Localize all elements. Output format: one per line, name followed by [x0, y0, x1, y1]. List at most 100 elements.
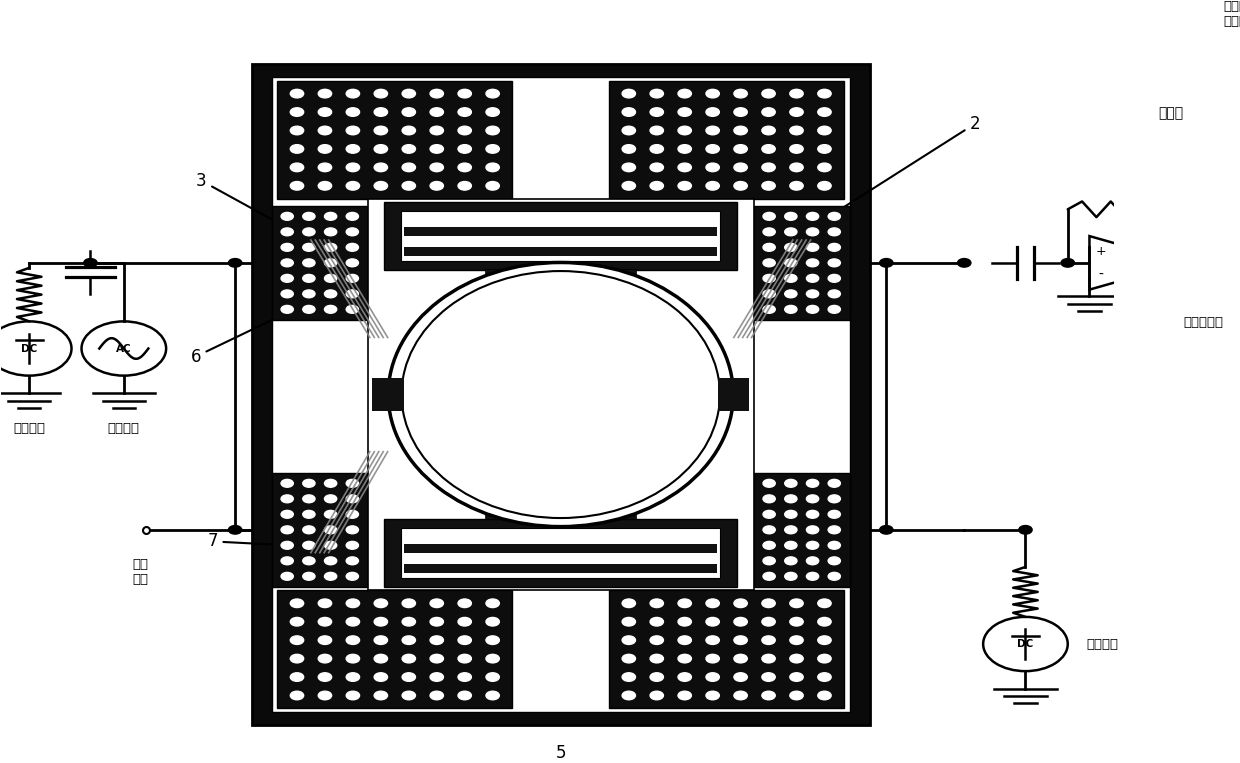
Circle shape [486, 599, 500, 607]
Circle shape [806, 243, 818, 251]
Text: DC: DC [1017, 639, 1034, 649]
Circle shape [806, 510, 818, 518]
Circle shape [325, 259, 337, 267]
Circle shape [346, 126, 360, 135]
Bar [754, 206, 849, 320]
Circle shape [678, 108, 692, 116]
Circle shape [785, 557, 797, 565]
Circle shape [785, 495, 797, 503]
Text: 7: 7 [207, 533, 317, 550]
Circle shape [734, 655, 748, 663]
Circle shape [303, 275, 315, 282]
Circle shape [790, 145, 804, 153]
Circle shape [281, 290, 294, 298]
Circle shape [761, 89, 775, 98]
Circle shape [818, 163, 831, 172]
Circle shape [734, 691, 748, 700]
Bar [367, 198, 754, 591]
Bar [486, 478, 636, 519]
Circle shape [650, 599, 663, 607]
Circle shape [650, 182, 663, 190]
Circle shape [706, 655, 719, 663]
Circle shape [806, 228, 818, 236]
Circle shape [763, 243, 775, 251]
Circle shape [290, 163, 304, 172]
Circle shape [319, 163, 331, 172]
Circle shape [785, 275, 797, 282]
Circle shape [290, 617, 304, 626]
Circle shape [706, 126, 719, 135]
Text: 6: 6 [191, 298, 317, 365]
Circle shape [879, 259, 893, 267]
Circle shape [818, 145, 831, 153]
Circle shape [828, 557, 841, 565]
Circle shape [290, 89, 304, 98]
Circle shape [818, 655, 831, 663]
Circle shape [650, 89, 663, 98]
Circle shape [486, 163, 500, 172]
Circle shape [346, 212, 358, 221]
Circle shape [706, 182, 719, 190]
Circle shape [374, 145, 388, 153]
Circle shape [281, 495, 294, 503]
Circle shape [650, 655, 663, 663]
Circle shape [790, 89, 804, 98]
Circle shape [678, 182, 692, 190]
Circle shape [346, 636, 360, 645]
Circle shape [325, 290, 337, 298]
Circle shape [790, 126, 804, 135]
Bar [401, 529, 720, 578]
Circle shape [818, 126, 831, 135]
Circle shape [374, 89, 388, 98]
Bar [1194, 84, 1240, 142]
Circle shape [281, 243, 294, 251]
Circle shape [790, 617, 804, 626]
Circle shape [228, 259, 242, 267]
Circle shape [486, 145, 500, 153]
Circle shape [486, 691, 500, 700]
Circle shape [806, 495, 818, 503]
Circle shape [763, 557, 775, 565]
Bar [609, 591, 844, 708]
Circle shape [346, 108, 360, 116]
Circle shape [785, 243, 797, 251]
Circle shape [706, 691, 719, 700]
Circle shape [374, 617, 388, 626]
Circle shape [402, 182, 415, 190]
Circle shape [678, 636, 692, 645]
Circle shape [290, 599, 304, 607]
Circle shape [319, 617, 331, 626]
Circle shape [706, 617, 719, 626]
Circle shape [486, 182, 500, 190]
Circle shape [281, 557, 294, 565]
Circle shape [763, 305, 775, 314]
Circle shape [346, 617, 360, 626]
Circle shape [281, 275, 294, 282]
Circle shape [828, 305, 841, 314]
Circle shape [678, 599, 692, 607]
Circle shape [486, 108, 500, 116]
Circle shape [319, 108, 331, 116]
Circle shape [818, 691, 831, 700]
Circle shape [346, 145, 360, 153]
Circle shape [763, 275, 775, 282]
Circle shape [325, 510, 337, 518]
Circle shape [486, 126, 500, 135]
Circle shape [678, 89, 692, 98]
Circle shape [281, 305, 294, 314]
Circle shape [785, 510, 797, 518]
Circle shape [706, 599, 719, 607]
Circle shape [374, 108, 388, 116]
Circle shape [622, 182, 635, 190]
Circle shape [486, 89, 500, 98]
Circle shape [790, 182, 804, 190]
Circle shape [319, 126, 331, 135]
Circle shape [281, 212, 294, 221]
Circle shape [734, 636, 748, 645]
Circle shape [790, 691, 804, 700]
Circle shape [818, 636, 831, 645]
Bar [609, 81, 844, 198]
Text: 直流偏置: 直流偏置 [1086, 638, 1118, 651]
Circle shape [374, 636, 388, 645]
Circle shape [806, 290, 818, 298]
